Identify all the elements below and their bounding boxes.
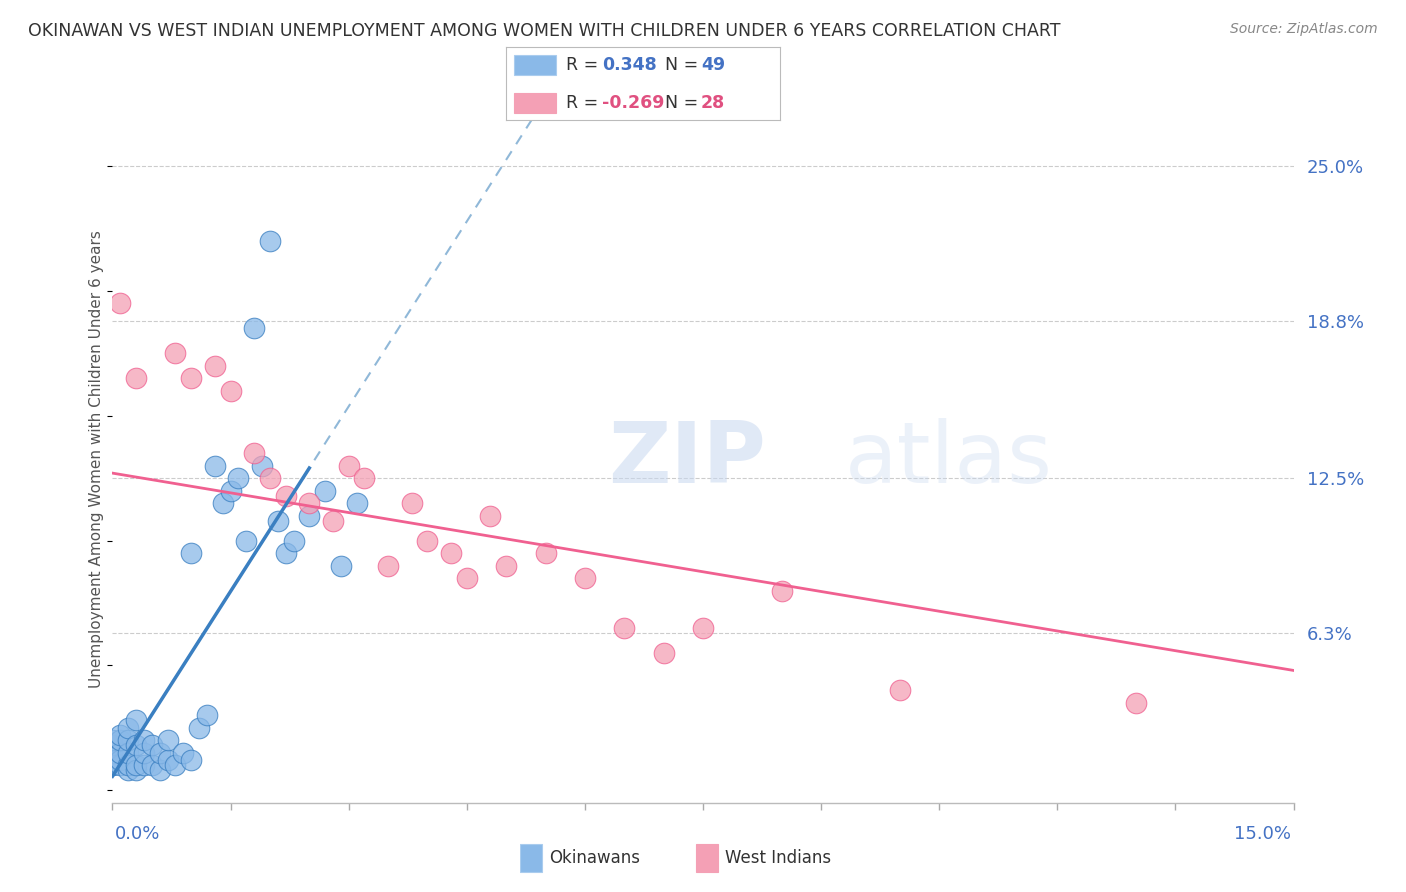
Point [259,234,281,248]
Point [110,296,132,310]
Point [156,733,179,747]
Point [401,496,423,510]
Point [353,471,375,485]
Point [1125,696,1147,710]
Point [337,458,360,473]
Point [495,558,517,573]
Text: R =: R = [567,94,605,112]
Point [195,708,218,723]
Point [456,571,478,585]
Point [298,508,321,523]
Point [283,533,305,548]
Text: 28: 28 [700,94,725,112]
Point [692,621,714,635]
Point [125,371,148,385]
Point [125,764,148,778]
Point [243,446,266,460]
Text: 0.0%: 0.0% [115,825,160,843]
Point [219,483,242,498]
Point [101,758,124,772]
Point [149,746,172,760]
Point [149,764,172,778]
Point [110,758,132,772]
Point [235,533,257,548]
Point [101,758,124,772]
Point [479,508,502,523]
Point [165,758,187,772]
Point [416,533,439,548]
Point [250,458,273,473]
Text: ZIP: ZIP [609,417,766,501]
Point [117,758,139,772]
Point [613,621,636,635]
Point [101,733,124,747]
Point [329,558,352,573]
Point [172,746,194,760]
Text: Okinawans: Okinawans [550,849,641,867]
Point [125,739,148,753]
Point [440,546,463,560]
Text: N =: N = [665,94,704,112]
Point [110,753,132,767]
Point [322,514,344,528]
Point [219,384,242,398]
FancyBboxPatch shape [515,54,555,75]
Point [243,321,266,335]
Point [110,733,132,747]
Text: West Indians: West Indians [725,849,831,867]
FancyBboxPatch shape [520,844,543,872]
Point [228,471,250,485]
Point [314,483,336,498]
Point [117,764,139,778]
Point [274,489,297,503]
Point [274,546,297,560]
Point [259,471,281,485]
Point [211,496,233,510]
Point [346,496,368,510]
Point [117,721,139,735]
Point [770,583,793,598]
Text: atlas: atlas [845,417,1053,501]
Point [101,739,124,753]
Point [125,714,148,728]
Text: 49: 49 [700,56,725,74]
Text: 0.348: 0.348 [602,56,657,74]
Point [141,739,163,753]
Point [889,683,911,698]
Point [652,646,675,660]
Point [180,546,202,560]
FancyBboxPatch shape [696,844,717,872]
Point [204,458,226,473]
Point [534,546,557,560]
Point [101,746,124,760]
Point [267,514,290,528]
Point [180,371,202,385]
Text: R =: R = [567,56,605,74]
Point [298,496,321,510]
Text: 15.0%: 15.0% [1233,825,1291,843]
Point [156,753,179,767]
Point [117,746,139,760]
Point [110,728,132,742]
Point [574,571,596,585]
Text: Source: ZipAtlas.com: Source: ZipAtlas.com [1230,22,1378,37]
Text: N =: N = [665,56,704,74]
Point [165,346,187,360]
Y-axis label: Unemployment Among Women with Children Under 6 years: Unemployment Among Women with Children U… [89,230,104,689]
Point [141,758,163,772]
Point [132,733,155,747]
Text: OKINAWAN VS WEST INDIAN UNEMPLOYMENT AMONG WOMEN WITH CHILDREN UNDER 6 YEARS COR: OKINAWAN VS WEST INDIAN UNEMPLOYMENT AMO… [28,22,1060,40]
Point [110,746,132,760]
Point [117,733,139,747]
Point [204,359,226,373]
Point [188,721,211,735]
Point [125,758,148,772]
Point [377,558,399,573]
FancyBboxPatch shape [515,93,555,113]
Point [132,746,155,760]
Point [132,758,155,772]
Text: -0.269: -0.269 [602,94,665,112]
Point [180,753,202,767]
